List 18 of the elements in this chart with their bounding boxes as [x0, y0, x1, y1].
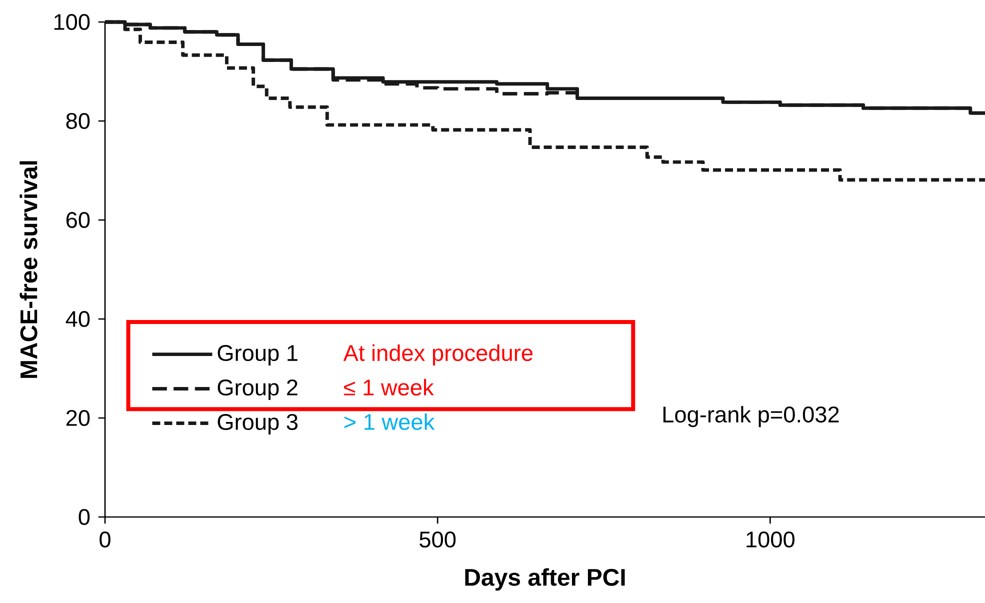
x-tick-label: 1000 — [746, 531, 794, 548]
annotation: > 1 week — [344, 413, 435, 430]
x-tick-label: 0 — [100, 531, 110, 548]
legend-label: Group 3 — [218, 414, 298, 434]
y-tick-label: 60 — [66, 212, 90, 228]
annotation: ≤ 1 week — [344, 378, 434, 396]
y-axis-title: MACE-free survival — [20, 161, 38, 378]
x-axis-title: Days after PCI — [465, 568, 625, 591]
legend-label: Group 1 — [218, 344, 298, 366]
annotation: Log-rank p=0.032 — [663, 406, 839, 428]
y-tick-label: 40 — [66, 310, 90, 328]
legend-label: Group 2 — [218, 379, 298, 400]
y-tick-label: 100 — [54, 14, 90, 30]
y-tick-label: 20 — [66, 410, 90, 426]
annotation: At index procedure — [343, 344, 533, 366]
y-tick-label: 0 — [78, 508, 90, 526]
y-tick-label: 80 — [66, 112, 90, 130]
x-tick-label: 500 — [420, 531, 456, 548]
